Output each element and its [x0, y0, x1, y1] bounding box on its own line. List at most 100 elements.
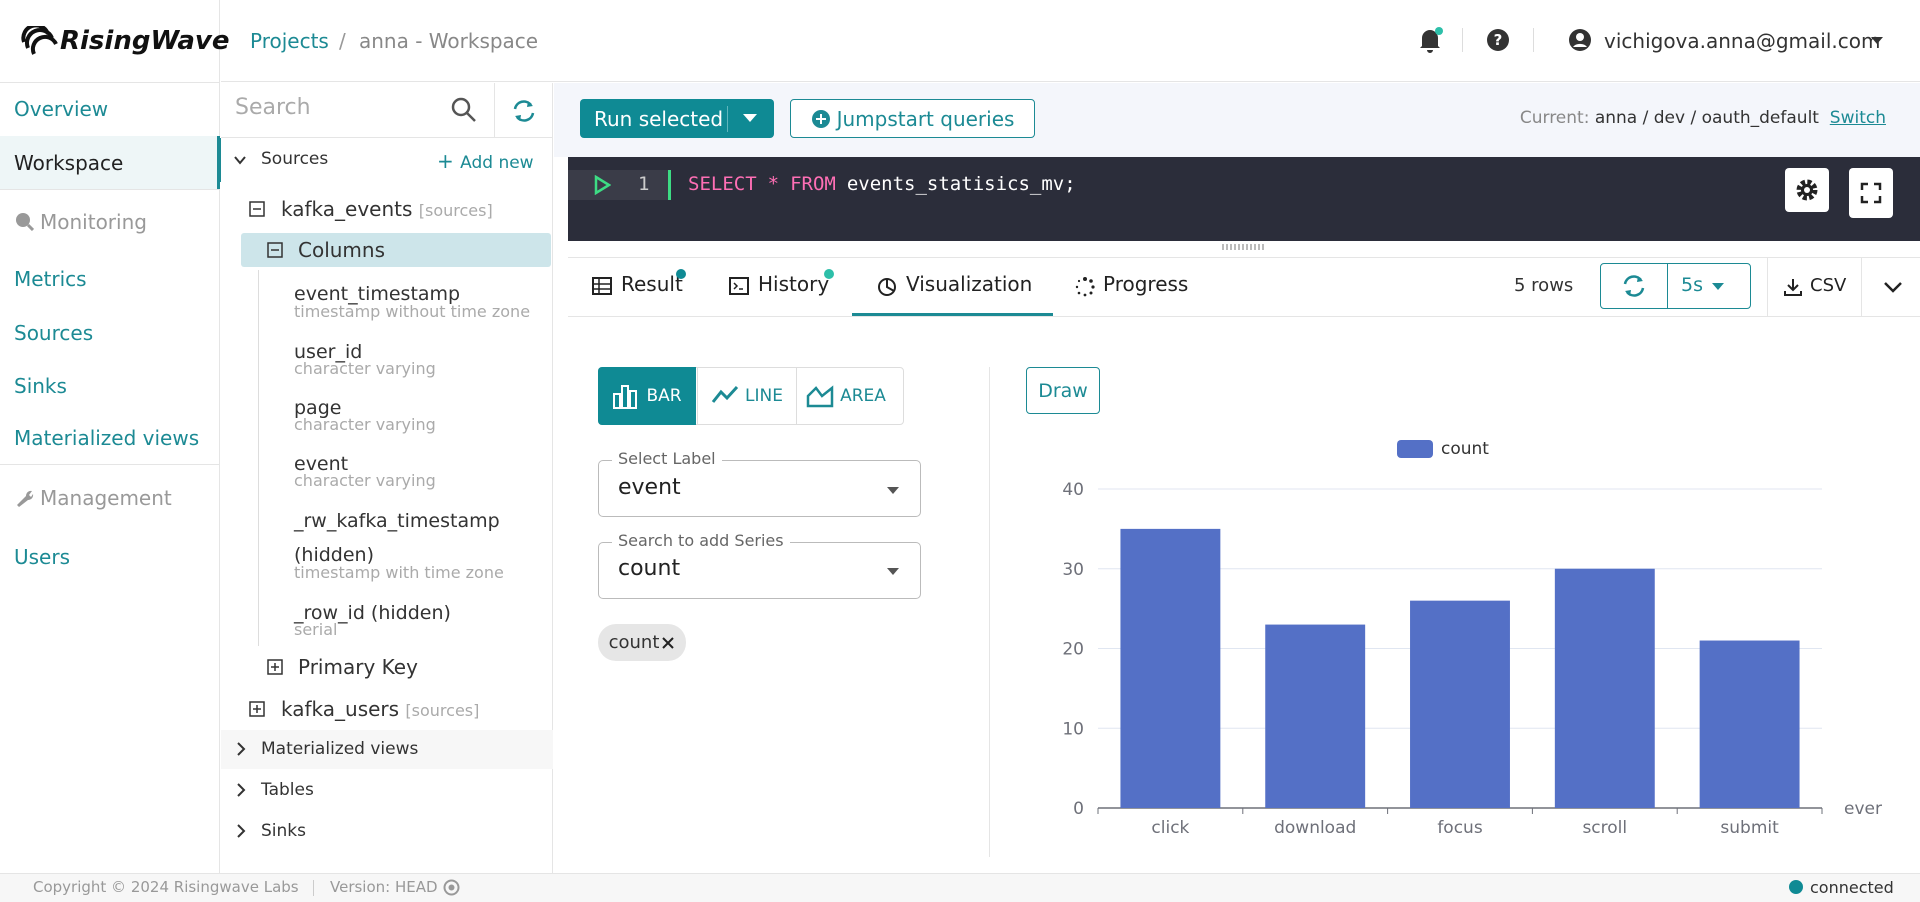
x-tick-label: click [1151, 818, 1189, 838]
wrench-icon [17, 490, 34, 507]
tree-guide [258, 270, 259, 646]
divider [0, 464, 220, 465]
bar-chart: 0 10 20 30 40 ever click download focus scroll sub… [1062, 439, 1882, 838]
nav-item[interactable]: Materialized views [14, 426, 200, 450]
breadcrumb-link[interactable]: Projects [250, 29, 329, 53]
line-number: 1 [638, 173, 650, 195]
chevron-path [237, 742, 246, 756]
chevron [237, 824, 246, 838]
status-dot [1789, 880, 1803, 894]
logo-icon [21, 26, 58, 55]
nav-item[interactable]: Users [14, 545, 71, 569]
version: Version: HEAD [330, 878, 438, 896]
tree-section[interactable]: Tables [261, 780, 314, 800]
nav-item[interactable]: Sources [14, 321, 94, 345]
tree-item[interactable]: kafka_events [sources] [281, 197, 493, 221]
tree-item[interactable]: Columns [298, 238, 386, 262]
column-name[interactable]: event_timestamp [294, 283, 461, 305]
caret [1712, 283, 1724, 290]
chevron [234, 156, 246, 165]
code-token: FROM [790, 173, 836, 195]
tab[interactable]: Progress [1103, 272, 1189, 296]
interval-select[interactable]: 5s [1681, 274, 1703, 296]
tab[interactable]: Result [621, 272, 683, 296]
expand-icon [267, 659, 283, 675]
column-type: character varying [294, 471, 436, 490]
chart-type-button[interactable]: LINE [697, 367, 796, 425]
column-name[interactable]: user_id [294, 341, 363, 363]
code-line: SELECT * FROM events_statisics_mv; [688, 173, 1076, 195]
refresh-button[interactable] [510, 97, 538, 125]
y-tick-label: 10 [1062, 719, 1084, 739]
expand-chevron[interactable] [1883, 280, 1903, 294]
nav-item[interactable]: Sinks [14, 374, 67, 398]
search-input[interactable]: Search [235, 95, 311, 120]
divider [0, 82, 220, 83]
run-line-icon[interactable] [593, 175, 611, 195]
divider [494, 83, 495, 137]
current-value: anna / dev / oauth_default [1594, 108, 1819, 128]
tab[interactable]: History [758, 272, 830, 296]
tree-item[interactable]: Primary Key [298, 655, 418, 679]
tab[interactable]: Visualization [906, 272, 1033, 296]
nav-item[interactable]: Workspace [14, 151, 124, 175]
x-tick-label: submit [1720, 818, 1779, 838]
svg-text:?: ? [1494, 31, 1503, 49]
header [221, 0, 1920, 82]
source-kind: [sources] [418, 201, 493, 220]
tree-section[interactable]: Materialized views [261, 739, 419, 759]
chart-type-label: AREA [840, 386, 886, 406]
label-select[interactable] [598, 460, 921, 517]
divider [1861, 257, 1862, 317]
breadcrumb-separator: / [339, 29, 346, 53]
gutter [568, 170, 668, 200]
column-name[interactable]: page [294, 397, 342, 419]
bar [1265, 624, 1366, 808]
help-icon[interactable]: ? [1486, 28, 1510, 52]
chart-type-button[interactable]: BAR [598, 367, 696, 425]
jumpstart-button[interactable]: Jumpstart queries [790, 99, 1035, 138]
splitter [1222, 244, 1266, 250]
series-chip[interactable]: count [598, 624, 686, 661]
collapse-icon [249, 201, 265, 217]
tree-section[interactable]: Sources [261, 149, 329, 169]
chip-label: count [608, 632, 660, 653]
column-name[interactable]: event [294, 453, 349, 475]
logo: RisingWave [60, 26, 230, 56]
nav-item[interactable]: Metrics [14, 267, 87, 291]
user-email[interactable]: vichigova.anna@gmail.com [1604, 29, 1881, 53]
x-tick-label: download [1274, 818, 1356, 838]
chart-type-button[interactable]: AREA [796, 367, 895, 425]
tree-item[interactable]: kafka_users [sources] [281, 697, 479, 721]
csv-button[interactable]: CSV [1810, 275, 1847, 296]
column-name[interactable]: _rw_kafka_timestamp (hidden) [294, 510, 500, 566]
column-type: character varying [294, 359, 436, 378]
column-name[interactable]: _row_id (hidden) [294, 602, 451, 624]
active-marker [218, 138, 221, 182]
switch-link[interactable]: Switch [1829, 108, 1886, 128]
nav-item[interactable]: Overview [14, 97, 109, 121]
chart-type-icon [711, 385, 739, 403]
run-button[interactable]: Run selected [580, 99, 774, 138]
bell-icon[interactable] [1416, 26, 1444, 54]
jumpstart-label: Jumpstart queries [836, 106, 1015, 131]
draw-button[interactable]: Draw [1026, 367, 1100, 414]
github-icon [443, 879, 460, 896]
caret [887, 487, 899, 494]
settings-button[interactable] [1785, 168, 1829, 212]
tree-section[interactable]: Sinks [261, 821, 306, 841]
refresh-button[interactable] [1621, 273, 1647, 299]
source-kind: [sources] [405, 701, 480, 720]
gear-icon [1796, 179, 1818, 201]
collapse-icon [267, 242, 283, 258]
fullscreen-button[interactable] [1849, 168, 1893, 218]
expand-icon [249, 701, 265, 717]
add-new[interactable]: + Add new [437, 149, 534, 173]
selected-row [241, 233, 551, 267]
run-label: Run selected [594, 106, 724, 131]
x-tick-label: focus [1437, 818, 1483, 838]
refresh-group [1600, 263, 1751, 309]
search-icon [451, 97, 476, 122]
series-caption: Search to add Series [612, 531, 790, 550]
